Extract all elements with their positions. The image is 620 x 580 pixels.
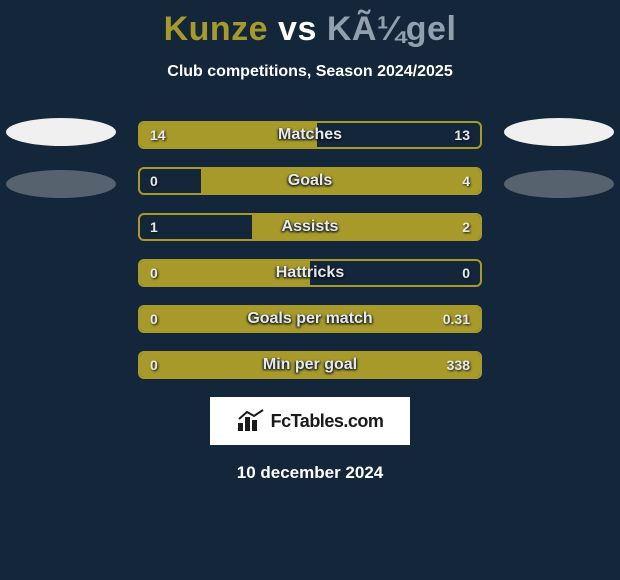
stat-fill-left [140,261,310,285]
stat-value-right: 13 [454,123,470,147]
stat-row: 00Hattricks [138,259,482,287]
player-b-badge-bottom [504,170,614,198]
stat-fill-right [252,215,480,239]
stat-fill-left [140,123,317,147]
stat-row: 0338Min per goal [138,351,482,379]
brand-icon [237,409,265,433]
stat-row: 04Goals [138,167,482,195]
comparison-title: Kunze vs KÃ¼gel [0,0,620,49]
player-b-badges [504,118,614,222]
player-a-badges [6,118,116,222]
stat-fill-right [201,169,480,193]
player-b-badge-top [504,118,614,146]
subtitle: Club competitions, Season 2024/2025 [0,63,620,81]
brand-badge: FcTables.com [210,397,410,445]
stat-value-left: 0 [150,169,158,193]
stat-row: 12Assists [138,213,482,241]
stat-fill-right [140,307,480,331]
player-a-badge-top [6,118,116,146]
player-b-name: KÃ¼gel [327,10,457,48]
stat-fill-right [140,353,480,377]
stat-row: 1413Matches [138,121,482,149]
player-a-badge-bottom [6,170,116,198]
stat-bars: 1413Matches04Goals12Assists00Hattricks00… [138,121,482,379]
stat-row: 00.31Goals per match [138,305,482,333]
vs-text: vs [278,10,317,48]
player-a-name: Kunze [164,10,269,48]
date-text: 10 december 2024 [0,463,620,483]
stat-value-left: 1 [150,215,158,239]
stat-value-right: 0 [462,261,470,285]
brand-text: FcTables.com [271,411,384,432]
